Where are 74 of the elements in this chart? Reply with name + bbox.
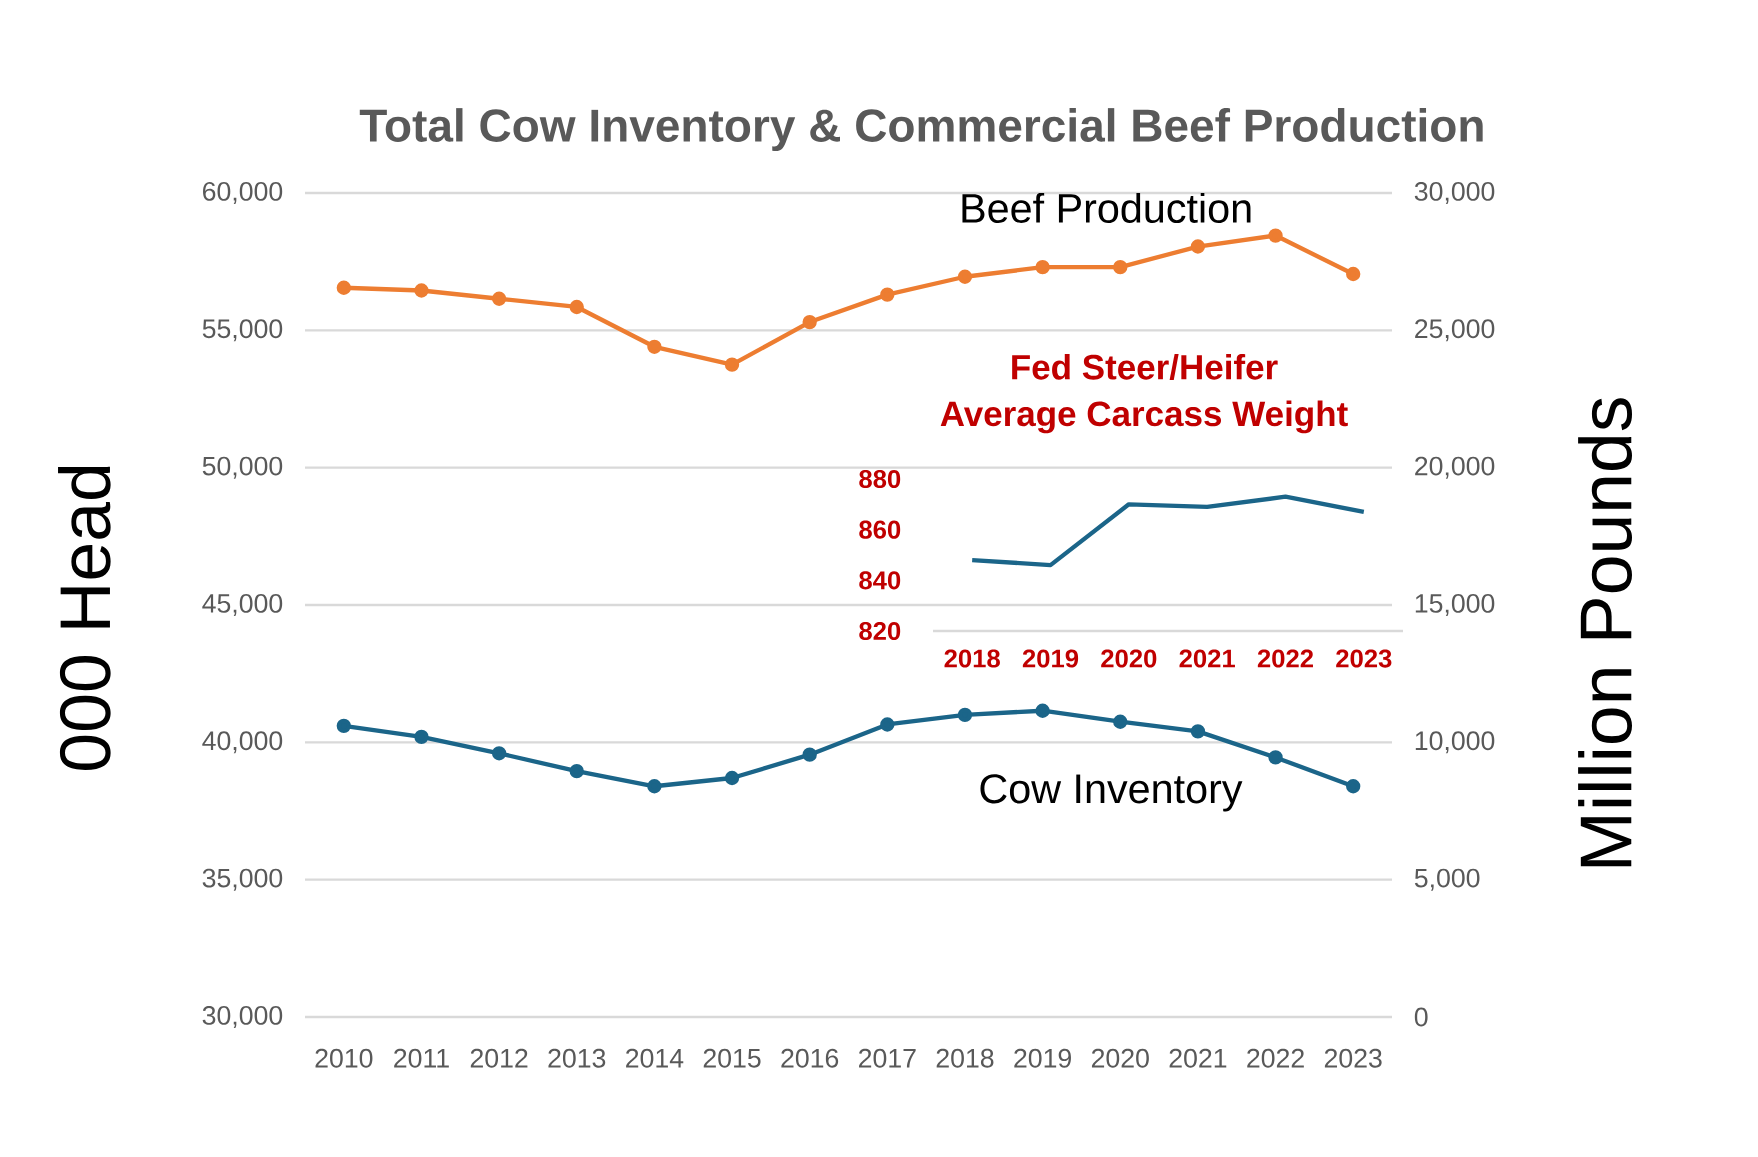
point — [802, 314, 817, 330]
x-tick-label: 2011 — [394, 1048, 449, 1068]
point — [647, 779, 662, 794]
x-tick-label: 2015 — [703, 1048, 761, 1068]
y-tick-label: 35,000 — [202, 868, 283, 891]
point — [336, 718, 351, 734]
point — [569, 763, 584, 779]
x-tick-label: 2023 — [1324, 1048, 1382, 1068]
y2-tick-label: 10,000 — [1415, 731, 1495, 754]
chart-title: Total Cow Inventory & Commercial Beef Production — [359, 108, 1483, 152]
x-tick-label: 2022 — [1257, 649, 1313, 668]
x-tick-label: 2010 — [315, 1048, 373, 1068]
point — [1113, 259, 1128, 275]
x-tick-label: 2021 — [1169, 1048, 1227, 1068]
point — [414, 283, 429, 298]
point — [724, 357, 740, 372]
y2-tick-label: 30,000 — [1414, 181, 1495, 204]
chart-subtitle: Average Carcass Weight — [940, 400, 1348, 434]
point — [1035, 259, 1050, 275]
x-tick-label: 2014 — [626, 1048, 684, 1068]
series-label: Beef Production — [962, 192, 1251, 224]
point — [414, 729, 429, 744]
y-tick-label: 880 — [859, 469, 901, 489]
x-tick-label: 2016 — [781, 1048, 839, 1068]
y-tick-label: 840 — [859, 571, 901, 590]
y-tick-label: 820 — [859, 621, 901, 641]
point — [802, 747, 817, 762]
point — [491, 291, 507, 306]
point — [1346, 779, 1361, 794]
point — [880, 287, 895, 302]
x-tick-label: 2013 — [548, 1048, 606, 1068]
y-tick-label: 60,000 — [203, 181, 283, 204]
y-tick-label: 30,000 — [202, 1005, 283, 1028]
point — [1190, 239, 1206, 254]
y-tick-label: 50,000 — [202, 456, 283, 479]
point — [491, 746, 507, 761]
point — [1190, 724, 1206, 739]
point — [724, 770, 740, 786]
y-tick-label: 45,000 — [202, 593, 283, 616]
chart-title: Fed Steer/Heifer — [1012, 353, 1278, 380]
y2-tick-label: 5,000 — [1414, 868, 1480, 891]
point — [1268, 228, 1283, 243]
y2-tick-label: 15,000 — [1415, 593, 1495, 616]
x-tick-label: 2018 — [936, 1048, 994, 1068]
x-tick-label: 2021 — [1179, 649, 1235, 668]
point — [1035, 703, 1050, 718]
y2-tick-label: 0 — [1414, 1007, 1428, 1027]
y-tick-label: 860 — [859, 520, 901, 539]
x-tick-label: 2017 — [859, 1048, 916, 1068]
x-tick-label: 2019 — [1014, 1048, 1071, 1068]
x-tick-label: 2012 — [470, 1048, 528, 1068]
point — [647, 339, 662, 354]
y2-tick-label: 25,000 — [1415, 319, 1495, 342]
x-tick-label: 2018 — [944, 649, 1000, 668]
x-tick-label: 2020 — [1101, 649, 1157, 668]
point — [880, 717, 895, 732]
x-tick-label: 2019 — [1022, 649, 1079, 668]
x-tick-label: 2023 — [1336, 649, 1392, 668]
point — [1346, 266, 1361, 282]
point — [957, 269, 973, 284]
y-tick-label: 40,000 — [202, 731, 283, 754]
x-tick-label: 2020 — [1091, 1048, 1149, 1068]
point — [336, 280, 351, 295]
y2-tick-label: 20,000 — [1415, 456, 1495, 479]
line-series — [970, 494, 1366, 568]
y2-axis-title: Million Pounds — [1578, 398, 1633, 867]
point — [569, 299, 584, 315]
point — [957, 707, 973, 723]
x-tick-label: 2022 — [1247, 1048, 1304, 1068]
point — [1268, 750, 1283, 765]
point — [1113, 714, 1128, 729]
y-tick-label: 55,000 — [202, 319, 283, 342]
series-label: Cow Inventory — [980, 774, 1243, 812]
y-axis-title: 000 Head — [58, 466, 111, 770]
